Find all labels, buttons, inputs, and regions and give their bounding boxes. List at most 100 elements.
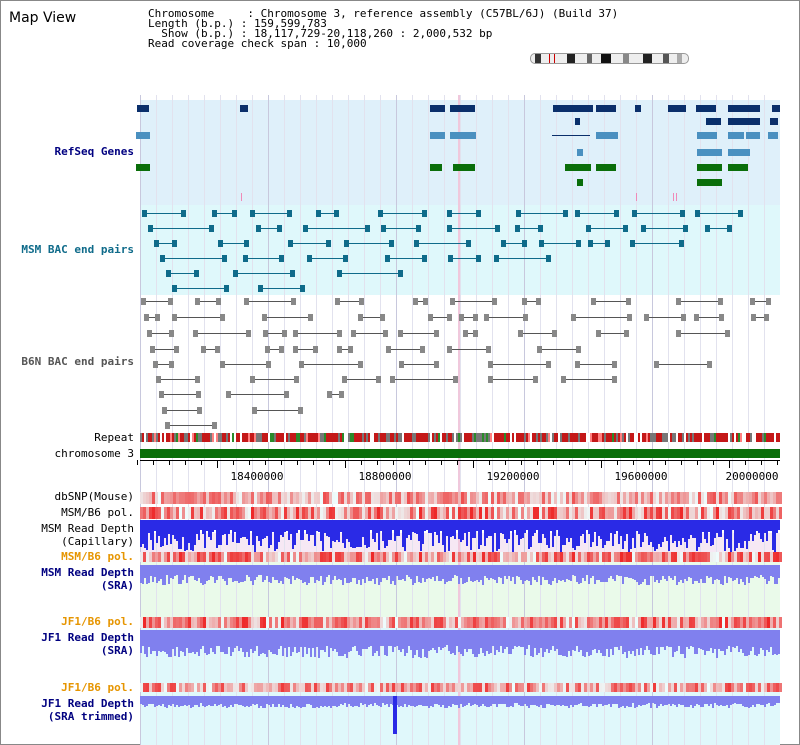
depth-bar <box>698 565 700 583</box>
heat-cell <box>587 552 590 562</box>
depth-bar <box>770 520 772 531</box>
depth-bar <box>456 630 458 646</box>
repeat-segment <box>174 433 176 442</box>
heat-cell <box>677 507 680 519</box>
repeat-track[interactable] <box>140 433 780 442</box>
heat-cell <box>209 507 212 519</box>
b6n-bac-end <box>308 314 313 321</box>
b6n-bac-pair-line <box>252 410 303 411</box>
depth-bar <box>470 520 472 550</box>
heat-cell <box>167 617 170 628</box>
heat-cell <box>593 552 596 562</box>
b6n-bac-end <box>263 330 268 337</box>
depth-bar <box>388 520 390 540</box>
depth-bar <box>648 520 650 545</box>
depth-bar <box>552 630 554 646</box>
msm-b6-pol-heat-track[interactable] <box>140 507 782 519</box>
jf1-depth-track[interactable] <box>140 630 780 658</box>
heat-cell <box>656 492 659 504</box>
repeat-segment <box>552 433 554 442</box>
depth-bar <box>350 565 352 582</box>
depth-bar <box>306 630 308 654</box>
heat-cell <box>734 617 737 628</box>
depth-bar <box>420 520 422 551</box>
heat-cell <box>161 507 164 519</box>
depth-bar <box>246 630 248 652</box>
depth-bar <box>744 630 746 656</box>
jf1-depth-trim-track[interactable] <box>140 696 780 736</box>
heat-cell <box>464 492 467 504</box>
depth-bar <box>150 520 152 540</box>
depth-bar <box>208 630 210 654</box>
b6n-bac-pair-line <box>293 349 318 350</box>
heat-cell <box>665 552 668 562</box>
depth-bar <box>220 696 222 704</box>
depth-bar <box>762 630 764 650</box>
heat-cell <box>260 552 263 562</box>
depth-bar <box>568 696 570 708</box>
b6n-bac-end <box>174 346 179 353</box>
heat-cell <box>329 617 332 628</box>
heat-cell <box>479 683 482 692</box>
depth-bar <box>472 565 474 582</box>
depth-bar <box>332 630 334 651</box>
heat-cell <box>710 617 713 628</box>
chromosome-bar[interactable] <box>140 449 780 458</box>
depth-bar <box>310 630 312 657</box>
depth-bar <box>486 630 488 651</box>
depth-bar <box>356 520 358 547</box>
repeat-segment <box>486 433 488 442</box>
msm-bac-end <box>181 210 186 217</box>
depth-bar <box>692 565 694 584</box>
heat-cell <box>422 492 425 504</box>
msm-bac-pair-line <box>630 243 684 244</box>
jf1-pol-heat-track[interactable] <box>140 617 782 628</box>
heat-cell <box>158 507 161 519</box>
depth-bar <box>776 630 778 655</box>
heat-cell <box>647 492 650 504</box>
depth-bar <box>764 630 766 656</box>
msm-depth-sra-track[interactable] <box>140 565 780 585</box>
b6n-bac-pair-line <box>162 410 202 411</box>
msm-bac-pair-line <box>218 243 249 244</box>
dbsnp-heat-track[interactable] <box>140 492 782 504</box>
heat-cell <box>680 507 683 519</box>
msm-depth-cap-track[interactable] <box>140 520 780 552</box>
repeat-segment <box>484 433 486 442</box>
heat-cell <box>392 492 395 504</box>
b6n-bac-end <box>216 298 221 305</box>
depth-bar <box>416 630 418 650</box>
msm-b6-pol2-heat-track[interactable] <box>140 552 782 562</box>
depth-bar <box>286 696 288 707</box>
depth-bar <box>438 565 440 581</box>
msm-bac-end <box>539 240 544 247</box>
heat-cell <box>608 552 611 562</box>
depth-bar <box>324 520 326 533</box>
heat-cell <box>647 683 650 692</box>
repeat-segment <box>588 433 590 442</box>
heat-cell <box>152 552 155 562</box>
msm-bac-pair-line <box>494 258 551 259</box>
heat-cell <box>413 552 416 562</box>
heat-cell <box>569 552 572 562</box>
depth-bar <box>270 565 272 583</box>
jf1-pol2-heat-track[interactable] <box>140 683 782 692</box>
depth-bar <box>746 565 748 577</box>
scale-tick <box>377 460 378 465</box>
heat-cell <box>770 492 773 504</box>
depth-bar <box>358 630 360 655</box>
depth-bar <box>150 696 152 704</box>
heat-cell <box>542 507 545 519</box>
depth-bar <box>544 565 546 580</box>
depth-bar <box>282 696 284 705</box>
b6n-bac-end <box>246 330 251 337</box>
depth-bar <box>496 630 498 650</box>
depth-bar <box>222 696 224 707</box>
msm-bac-end <box>586 225 591 232</box>
depth-bar <box>416 565 418 576</box>
depth-bar <box>738 565 740 584</box>
depth-bar <box>710 520 712 546</box>
chromosome-ideogram[interactable] <box>530 53 689 64</box>
heat-cell <box>161 552 164 562</box>
depth-bar <box>460 565 462 578</box>
